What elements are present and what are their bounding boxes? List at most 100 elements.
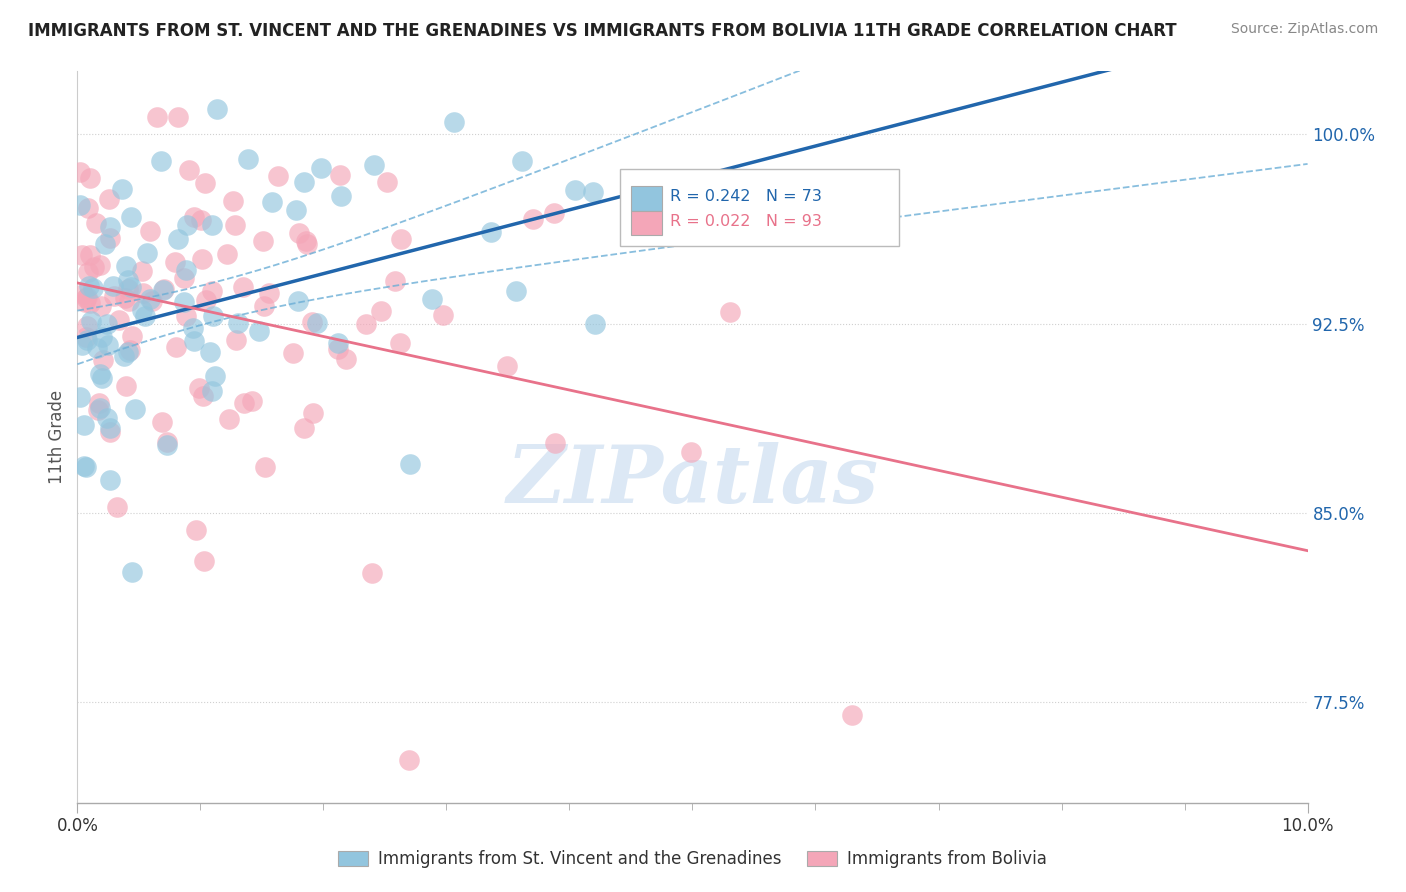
Point	[89, 367, 111, 381]
Point	[150, 415, 173, 429]
Point	[194, 176, 217, 190]
Point	[156, 438, 179, 452]
Point	[205, 102, 228, 116]
Point	[188, 381, 211, 395]
Point	[375, 175, 398, 189]
Point	[139, 223, 162, 237]
Point	[292, 421, 315, 435]
Point	[194, 293, 217, 307]
Point	[257, 286, 280, 301]
Legend: Immigrants from St. Vincent and the Grenadines, Immigrants from Bolivia: Immigrants from St. Vincent and the Gren…	[332, 844, 1053, 875]
Point	[706, 210, 728, 224]
Point	[226, 317, 249, 331]
Point	[112, 349, 135, 363]
Point	[114, 291, 136, 305]
Point	[149, 154, 172, 169]
Point	[284, 203, 307, 218]
Point	[131, 264, 153, 278]
Point	[253, 299, 276, 313]
Point	[76, 290, 98, 304]
Point	[328, 342, 350, 356]
Point	[389, 232, 412, 246]
Point	[83, 260, 105, 275]
Point	[544, 436, 567, 450]
Point	[72, 338, 94, 352]
Point	[354, 318, 377, 332]
Point	[82, 281, 104, 295]
Point	[225, 334, 247, 348]
Point	[370, 304, 392, 318]
Point	[233, 396, 256, 410]
Point	[139, 292, 162, 306]
Point	[167, 232, 190, 246]
Point	[522, 211, 544, 226]
Point	[91, 371, 114, 385]
Point	[117, 282, 139, 296]
Point	[96, 411, 118, 425]
Point	[121, 328, 143, 343]
Point	[69, 198, 91, 212]
Point	[131, 303, 153, 318]
Point	[132, 285, 155, 300]
Point	[117, 344, 139, 359]
Point	[73, 418, 96, 433]
Point	[153, 282, 176, 296]
Point	[222, 194, 245, 209]
Point	[224, 218, 246, 232]
Point	[326, 335, 349, 350]
Point	[146, 111, 169, 125]
Point	[236, 152, 259, 166]
Point	[90, 299, 112, 313]
Point	[173, 271, 195, 285]
Point	[260, 194, 283, 209]
Point	[120, 280, 142, 294]
Point	[75, 460, 97, 475]
Point	[69, 390, 91, 404]
Point	[166, 110, 188, 124]
Point	[193, 554, 215, 568]
Point	[181, 320, 204, 334]
Point	[294, 235, 316, 249]
Point	[420, 292, 443, 306]
Point	[87, 403, 110, 417]
Point	[247, 325, 270, 339]
Point	[135, 245, 157, 260]
Point	[80, 314, 103, 328]
Point	[98, 421, 121, 435]
Point	[91, 352, 114, 367]
Point	[252, 234, 274, 248]
Point	[76, 330, 98, 344]
Point	[543, 206, 565, 220]
Point	[77, 279, 100, 293]
Point	[177, 163, 200, 178]
Point	[292, 175, 315, 189]
Point	[79, 248, 101, 262]
Point	[253, 459, 276, 474]
Point	[443, 114, 465, 128]
Text: R = 0.242   N = 73: R = 0.242 N = 73	[671, 189, 823, 203]
Point	[98, 425, 121, 440]
Point	[218, 411, 240, 425]
Point	[198, 344, 221, 359]
Y-axis label: 11th Grade: 11th Grade	[48, 390, 66, 484]
Point	[329, 168, 352, 182]
Point	[183, 211, 205, 225]
Point	[72, 286, 94, 301]
Point	[118, 293, 141, 308]
Point	[89, 401, 111, 415]
Point	[141, 294, 163, 309]
Point	[87, 396, 110, 410]
Point	[110, 182, 132, 196]
Point	[121, 565, 143, 579]
Point	[155, 435, 177, 450]
Point	[204, 368, 226, 383]
Point	[174, 262, 197, 277]
Point	[398, 753, 420, 767]
Point	[79, 296, 101, 310]
Point	[163, 255, 186, 269]
Point	[267, 169, 290, 183]
Text: Source: ZipAtlas.com: Source: ZipAtlas.com	[1230, 22, 1378, 37]
Point	[115, 378, 138, 392]
Point	[201, 384, 224, 399]
Point	[75, 291, 97, 305]
